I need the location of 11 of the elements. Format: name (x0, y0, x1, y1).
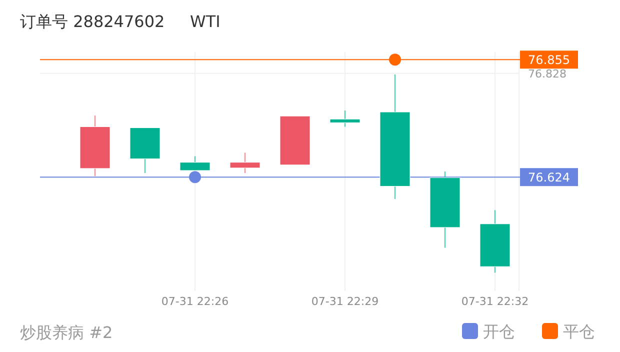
y-tick-label: 76.828 (528, 67, 566, 80)
legend-label: 平仓 (563, 322, 595, 341)
x-tick-label: 07-31 22:26 (161, 295, 229, 308)
text: 炒股养病 #2 (20, 323, 113, 342)
y-tick-label: 76.624 (528, 170, 570, 185)
chart-subtitle: WTI (190, 12, 220, 31)
legend-label: 开仓 (483, 322, 515, 341)
y-tick-label: 76.855 (528, 53, 570, 68)
x-tick-label: 07-31 22:29 (311, 295, 379, 308)
chart-title: 订单号 288247602 (20, 12, 165, 31)
x-tick-label: 07-31 22:32 (461, 295, 529, 308)
